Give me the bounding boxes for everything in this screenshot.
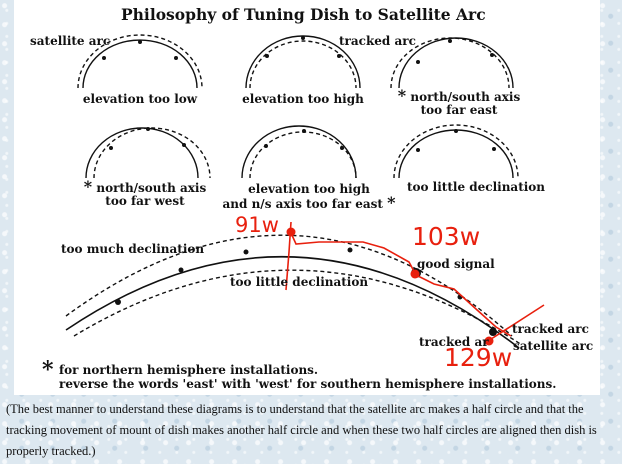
panel3-tracked-arc (398, 37, 514, 89)
panel4-label-line2: too far west (105, 194, 185, 208)
annotation-129w: 129w (444, 343, 513, 372)
legend-tracked-arc: tracked arc (339, 34, 416, 48)
panel6-dot (416, 148, 420, 152)
panel4-label: * north/south axis too far west (70, 177, 220, 208)
panel3-label-line2: too far east (420, 103, 498, 117)
panel2-dot (265, 54, 269, 58)
annotation-red-track (290, 232, 512, 337)
panel5-tracked-arc (241, 125, 357, 179)
big-too-much-label: too much declination (61, 242, 205, 256)
annotation-red-dot-129w (484, 336, 494, 346)
panel4-label-line1: north/south axis (96, 181, 207, 195)
panel5-label-line1: elevation too high (248, 182, 370, 196)
panel3-dot (416, 60, 420, 64)
tracked-arc-end-dot (489, 328, 497, 336)
panel5-star: * (387, 193, 396, 212)
panel5-label: elevation too high and n/s axis too far … (219, 183, 399, 211)
big-tracked-arc (65, 255, 520, 349)
panel6-satellite-arc (393, 124, 519, 179)
panel5-dot (340, 146, 344, 150)
note-line2: reverse the words 'east' with 'west' for… (59, 377, 557, 391)
diagram-svg (65, 34, 545, 349)
annotation-red-cross (487, 304, 545, 342)
panel2-dot (301, 36, 305, 40)
panel3-label: * north/south axis too far east (384, 86, 534, 117)
panel5-satellite-arc (249, 131, 357, 179)
panel2-dot (337, 54, 341, 58)
panel3-label-line1: north/south axis (410, 90, 521, 104)
big-too-much-arc (65, 234, 513, 337)
big-too-little-label: too little declination (230, 275, 369, 289)
big-arc-dot (115, 299, 121, 305)
note-star: * (42, 357, 54, 383)
panel1-dot (138, 40, 142, 44)
big-arc-dot (243, 249, 249, 255)
annotation-91w: 91w (235, 213, 279, 237)
panel3-dot (448, 39, 452, 43)
panel4-star: * (83, 177, 93, 196)
diagram-title: Philosophy of Tuning Dish to Satellite A… (121, 5, 486, 24)
panel5-dot (264, 144, 268, 148)
panel2-satellite-arc (249, 40, 357, 89)
panel6-dot (454, 129, 458, 133)
annotation-red-dot-103w (410, 269, 420, 279)
annotation-103w: 103w (412, 222, 481, 251)
tracked-arc-right-label: tracked arc (512, 322, 589, 336)
tracked-arc-left-label: tracked ar (419, 335, 489, 349)
legend-satellite-arc: satellite arc (30, 34, 111, 48)
caption: (The best manner to understand these dia… (6, 402, 597, 458)
big-arc-dot (178, 267, 184, 273)
panel6-tracked-arc (398, 129, 514, 179)
panel4-dot (182, 143, 186, 147)
panel4-satellite-arc (93, 127, 211, 179)
panel4-dot (109, 146, 113, 150)
panel1-dot (102, 56, 106, 60)
panel4-dot (146, 127, 150, 131)
note-line1: for northern hemisphere installations. (59, 363, 319, 377)
panel6-label: too little declination (406, 180, 546, 194)
diagram-panel: Philosophy of Tuning Dish to Satellite A… (14, 0, 600, 395)
panel1-label: elevation too low (82, 92, 198, 106)
panel5-label-line2: and n/s axis too far east (222, 197, 383, 211)
panel1-satellite-arc (77, 34, 203, 89)
annotation-red-dot-91w (286, 227, 296, 237)
panel1-dot (174, 56, 178, 60)
good-signal-label: good signal (417, 257, 495, 271)
panel4-tracked-arc (85, 127, 199, 179)
panel3-star: * (397, 86, 407, 105)
panel6-dot (492, 147, 496, 151)
big-arc-dot (347, 247, 353, 253)
panel5-dot (302, 129, 306, 133)
panel3-satellite-arc (390, 37, 510, 89)
panel2-label: elevation too high (242, 92, 364, 106)
satellite-arc-right-label: satellite arc (513, 339, 594, 353)
panel3-dot (490, 53, 494, 57)
